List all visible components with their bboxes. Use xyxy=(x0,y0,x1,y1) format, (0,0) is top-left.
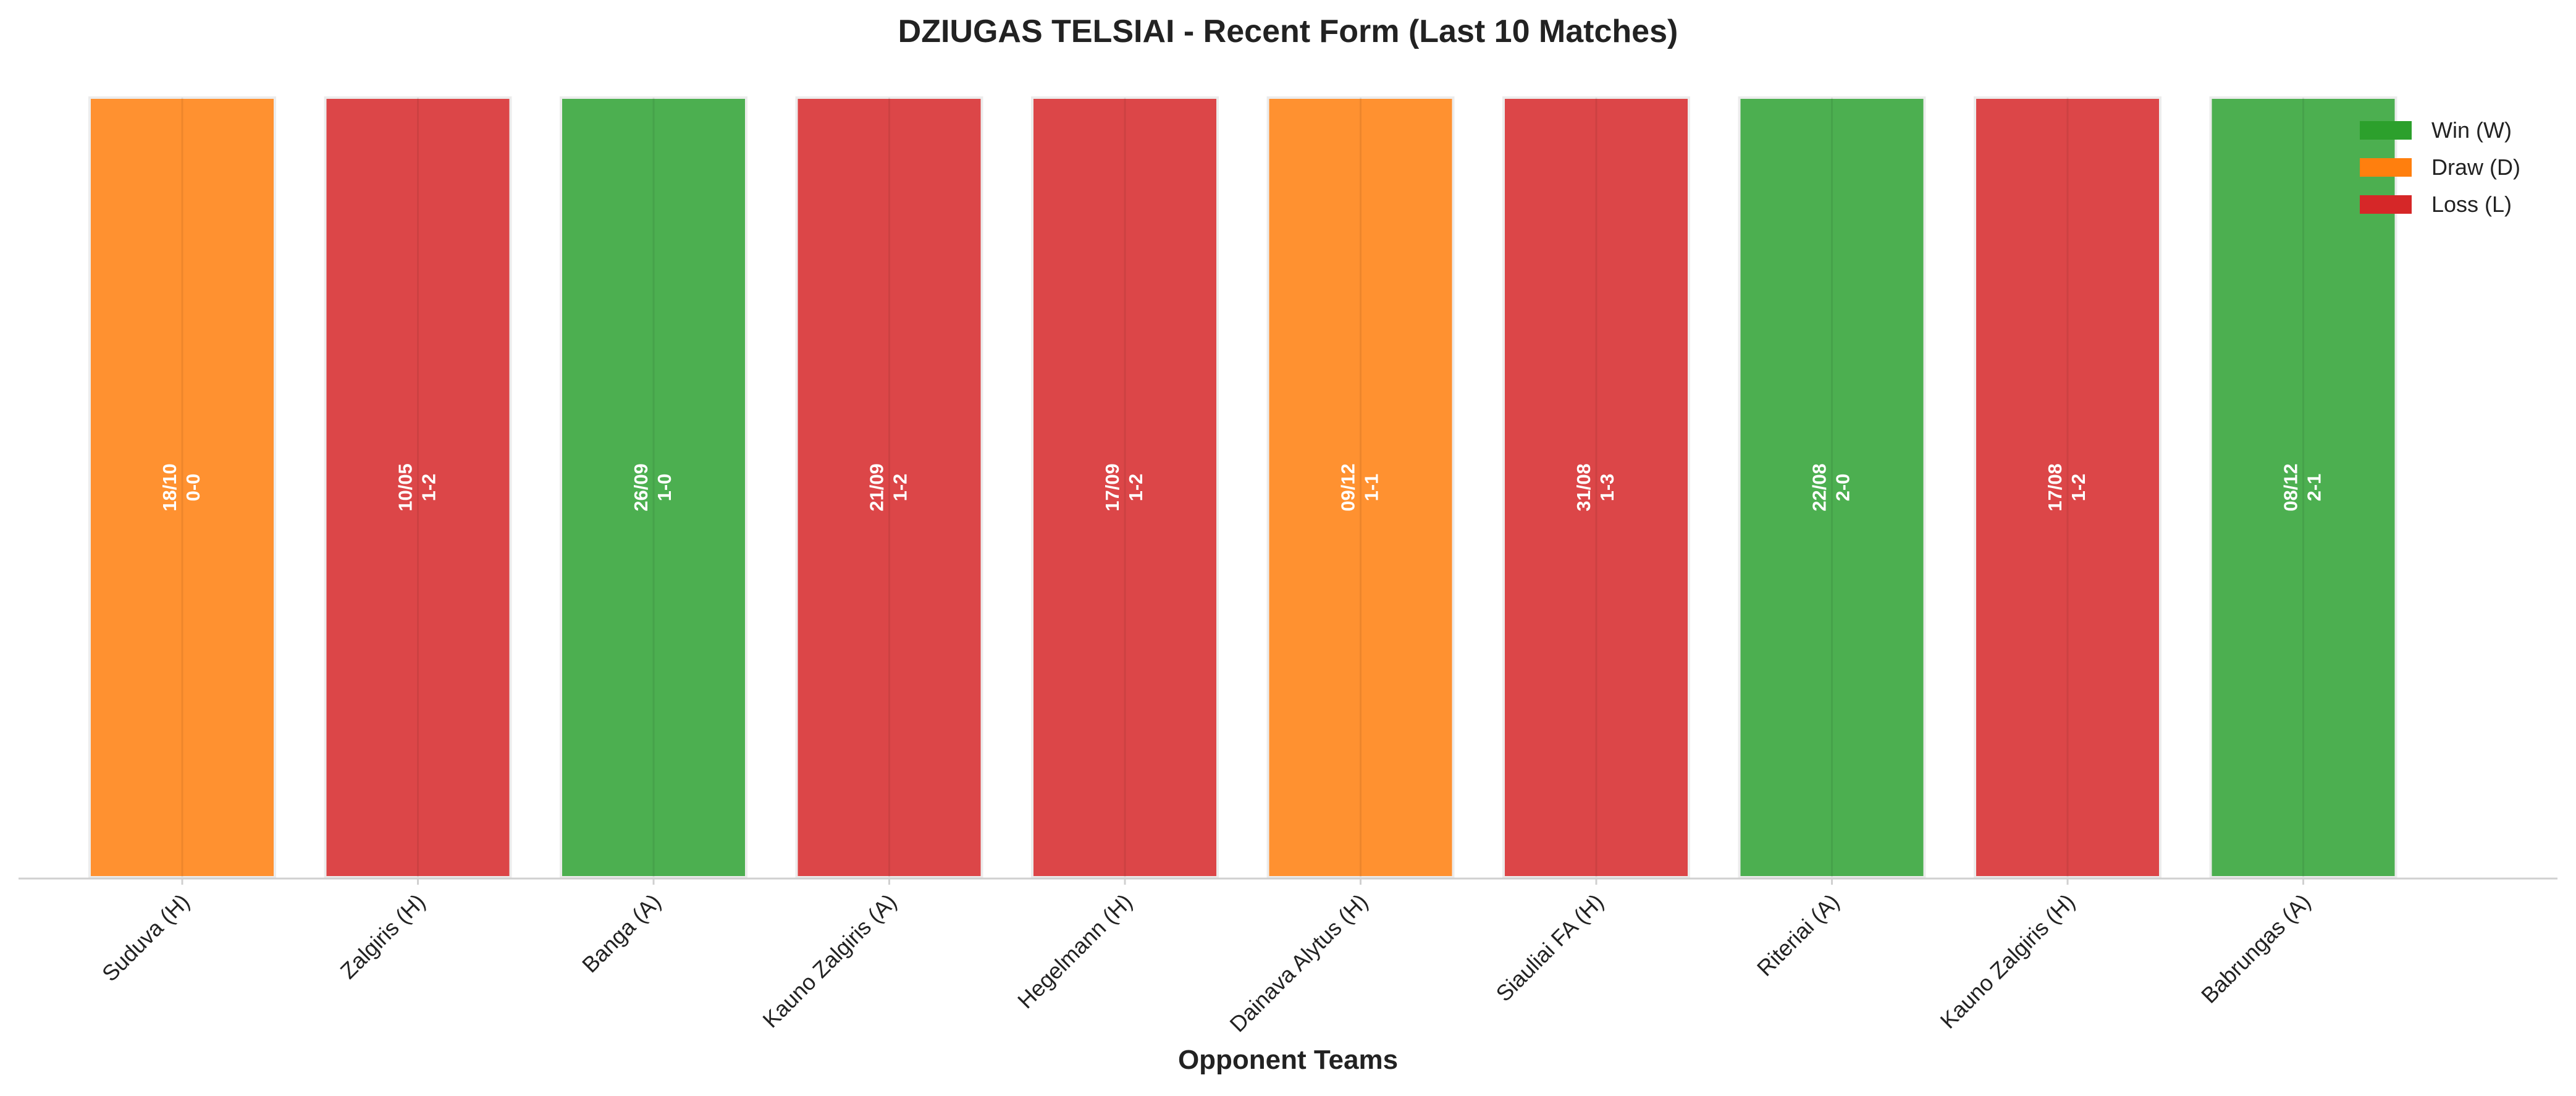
legend-swatch xyxy=(2360,158,2412,177)
bar-score-label: 0-0 xyxy=(182,474,204,502)
bar-group: 08/12 2-1 xyxy=(2209,96,2397,879)
bar-score-label: 1-2 xyxy=(890,474,911,502)
legend-swatch xyxy=(2360,195,2412,214)
legend-item: Loss (L) xyxy=(2360,192,2512,217)
legend-item: Win (W) xyxy=(2360,117,2512,143)
legend-label: Loss (L) xyxy=(2431,192,2512,217)
bar-score-label: 1-0 xyxy=(654,474,675,502)
bar-score-label: 1-3 xyxy=(1596,474,1618,502)
bar-group: 09/12 1-1 xyxy=(1266,96,1455,879)
bar-score-label: 1-1 xyxy=(1361,474,1383,502)
result-bar xyxy=(1502,96,1690,879)
bar-date-label: 18/10 xyxy=(159,463,180,512)
bar-group: 17/08 1-2 xyxy=(1974,96,2161,879)
x-tick-label: Dainava Alytus (H) xyxy=(1224,889,1373,1037)
result-bar xyxy=(324,96,512,879)
bar-score-label: 2-0 xyxy=(1832,474,1854,502)
bar-group: 18/10 0-0 xyxy=(88,96,276,879)
x-tick-label: Kauno Zalgiris (A) xyxy=(757,889,901,1033)
x-tick-label: Riteriai (A) xyxy=(1752,889,1844,981)
legend-label: Draw (D) xyxy=(2431,154,2520,180)
x-tick-label: Zalgiris (H) xyxy=(335,889,430,984)
result-bar xyxy=(1738,96,1926,879)
x-tick-label: Suduva (H) xyxy=(97,889,195,987)
bar-group: 22/08 2-0 xyxy=(1738,96,1926,879)
bar-date-label: 21/09 xyxy=(866,463,888,512)
legend-swatch xyxy=(2360,121,2412,140)
x-tick-labels: Suduva (H) Zalgiris (H) Banga (A) Kauno Zal… xyxy=(97,879,2315,1037)
chart-title: DZIUGAS TELSIAI - Recent Form (Last 10 M… xyxy=(898,14,1678,49)
bar-score-label: 2-1 xyxy=(2304,474,2325,502)
bar-group: 26/09 1-0 xyxy=(560,96,747,879)
x-tick-label: Babrungas (A) xyxy=(2196,889,2315,1008)
x-tick-label: Siauliai FA (H) xyxy=(1491,889,1608,1006)
x-tick-label: Kauno Zalgiris (H) xyxy=(1935,889,2080,1034)
bar-date-label: 17/08 xyxy=(2044,463,2066,512)
legend-item: Draw (D) xyxy=(2360,154,2520,180)
result-bar xyxy=(795,96,983,879)
result-bar xyxy=(1974,96,2161,879)
bar-group: 17/09 1-2 xyxy=(1031,96,1219,879)
bar-group: 21/09 1-2 xyxy=(795,96,983,879)
bar-score-label: 1-2 xyxy=(1125,474,1147,502)
bar-group: 10/05 1-2 xyxy=(324,96,512,879)
result-bar xyxy=(2209,96,2397,879)
bar-date-label: 17/09 xyxy=(1101,463,1123,512)
legend: Win (W) Draw (D) Loss (L) xyxy=(2360,117,2520,217)
x-axis-label: Opponent Teams xyxy=(1178,1045,1398,1075)
result-bar xyxy=(1031,96,1219,879)
bar-date-label: 10/05 xyxy=(395,463,416,512)
x-tick-label: Hegelmann (H) xyxy=(1012,889,1137,1014)
bars-layer: 18/10 0-0 10/05 1-2 26/09 1-0 21/09 1-2 17/09 1-2… xyxy=(88,96,2397,879)
bar-date-label: 22/08 xyxy=(1809,463,1830,512)
result-bar xyxy=(560,96,747,879)
bar-date-label: 08/12 xyxy=(2280,463,2302,512)
legend-label: Win (W) xyxy=(2431,117,2512,143)
x-tick-label: Banga (A) xyxy=(577,889,666,978)
bar-date-label: 09/12 xyxy=(1337,463,1359,512)
bar-date-label: 31/08 xyxy=(1573,463,1594,512)
bar-score-label: 1-2 xyxy=(418,474,440,502)
result-bar xyxy=(1266,96,1455,879)
bar-group: 31/08 1-3 xyxy=(1502,96,1690,879)
result-bar xyxy=(88,96,276,879)
bar-date-label: 26/09 xyxy=(630,463,652,512)
bar-score-label: 1-2 xyxy=(2068,474,2089,502)
